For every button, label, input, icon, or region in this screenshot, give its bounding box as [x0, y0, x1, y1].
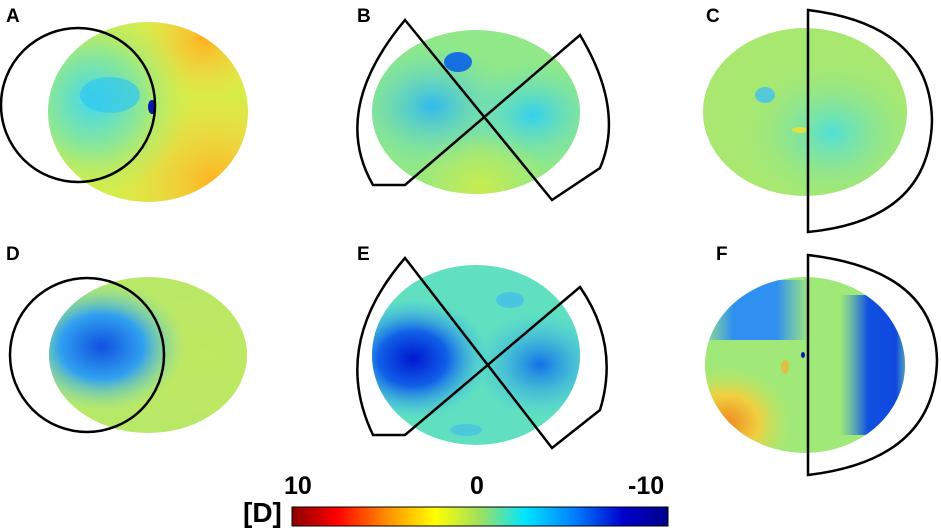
panel-c-map — [703, 8, 934, 234]
panel-b-bowtie-outline — [356, 18, 611, 202]
colorbar-gradient — [291, 506, 669, 527]
colorbar-tick-mid: 0 — [470, 472, 484, 500]
panel-e-bowtie-outline — [356, 256, 608, 450]
panel-a-map — [0, 22, 248, 202]
panel-f-halfring-outline — [806, 253, 939, 477]
panel-label-e: E — [357, 244, 370, 265]
panel-f-map — [705, 253, 939, 477]
panel-label-c: C — [706, 6, 720, 27]
panel-d-map — [8, 276, 247, 434]
panel-a-circle-outline — [0, 26, 157, 184]
panel-d-circle-outline — [8, 276, 166, 434]
panel-b-map — [356, 18, 611, 202]
panel-label-d: D — [6, 244, 20, 265]
panel-c-halfring-outline — [806, 8, 934, 234]
colorbar-tick-min: -10 — [628, 472, 665, 500]
colorbar — [291, 506, 669, 527]
colorbar-unit-label: [D] — [243, 497, 282, 528]
panel-label-b: B — [357, 6, 371, 27]
panel-label-f: F — [716, 244, 728, 265]
colorbar-tick-max: 10 — [284, 472, 312, 500]
panel-e-map — [356, 256, 608, 450]
panel-label-a: A — [6, 6, 20, 27]
